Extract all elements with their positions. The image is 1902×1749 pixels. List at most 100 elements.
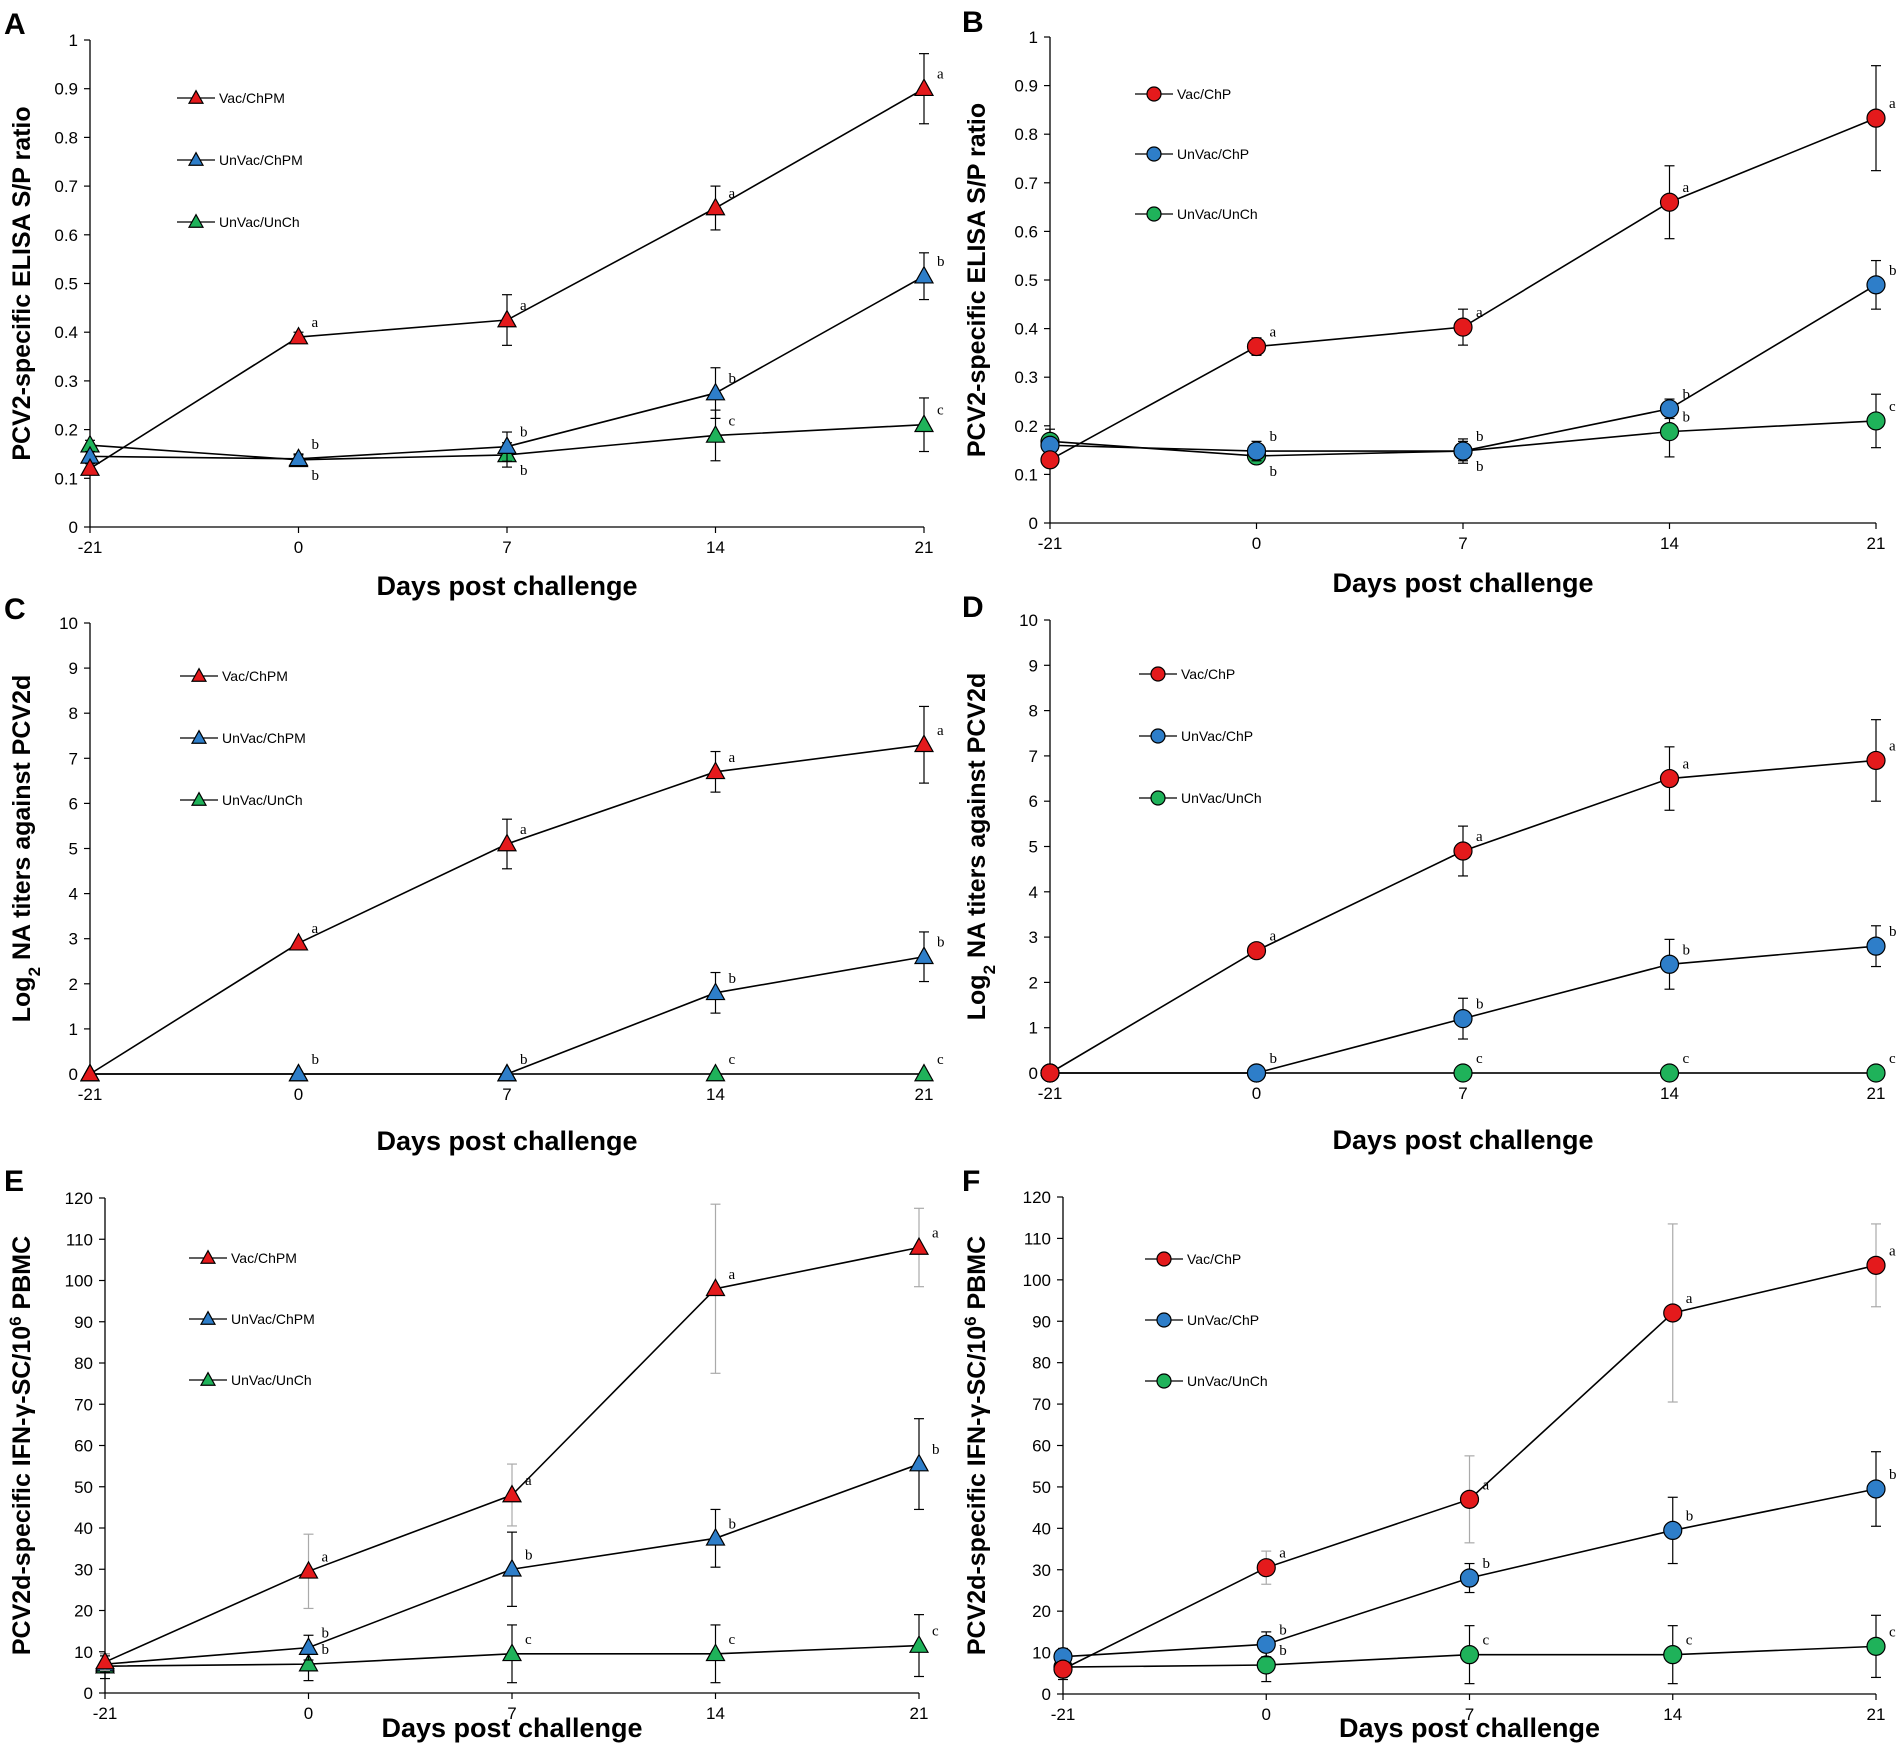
y-tick-label: 0.1: [1014, 465, 1038, 484]
series-line: [1049, 117, 1877, 461]
y-tick-label: 90: [1032, 1312, 1051, 1331]
data-point: [1866, 1479, 1886, 1499]
data-point: [1659, 399, 1680, 419]
y-tick-label: 10: [1032, 1644, 1051, 1663]
significance-label: c: [1483, 1633, 1490, 1649]
data-point: [501, 1643, 523, 1662]
significance-label: a: [1889, 96, 1896, 112]
legend-marker: [187, 151, 205, 166]
data-point: [79, 457, 101, 476]
significance-label: b: [520, 463, 528, 479]
data-point: [501, 1558, 523, 1577]
significance-label: b: [729, 1516, 737, 1532]
legend-marker: [199, 1310, 217, 1325]
significance-label: b: [322, 1626, 330, 1642]
data-point: [496, 833, 518, 852]
significance-label: b: [1279, 1622, 1287, 1638]
series-line: [89, 743, 925, 1075]
significance-label: a: [1683, 757, 1690, 773]
y-tick-label: 8: [1029, 702, 1038, 721]
y-tick-label: 0.6: [1014, 222, 1038, 241]
x-tick-label: 7: [1458, 1084, 1467, 1103]
legend-entry: Vac/ChP: [1181, 666, 1235, 682]
y-tick-label: 70: [74, 1395, 93, 1414]
x-tick-label: 7: [507, 1704, 516, 1723]
y-tick-label: 0.9: [1014, 77, 1038, 96]
x-tick-label: 14: [1663, 1705, 1682, 1724]
legend-marker: [187, 213, 205, 228]
y-tick-label: 20: [74, 1602, 93, 1621]
significance-label: a: [312, 315, 319, 331]
x-tick-label: 0: [1252, 1084, 1261, 1103]
series-vac-chpm: a a a a: [94, 1203, 939, 1671]
significance-label: c: [937, 403, 944, 419]
significance-label: a: [1270, 929, 1277, 945]
series-line: [90, 955, 925, 1075]
data-point: [288, 932, 309, 951]
y-tick-label: 70: [1032, 1395, 1051, 1414]
y-tick-label: 20: [1032, 1602, 1051, 1621]
significance-label: a: [729, 186, 736, 202]
y-tick-label: 50: [1032, 1478, 1051, 1497]
legend-marker: [199, 1249, 217, 1264]
legend-entry: UnVac/UnCh: [1187, 1373, 1268, 1389]
data-point: [913, 946, 935, 965]
significance-label: a: [932, 1226, 939, 1242]
x-tick-label: -21: [1038, 534, 1063, 553]
significance-label: b: [525, 1547, 533, 1563]
data-point: [1256, 1655, 1276, 1675]
significance-label: a: [1683, 180, 1690, 196]
data-point: [1459, 1645, 1480, 1665]
y-axis-label: Log2 NA titers against PCV2d: [963, 673, 999, 1021]
data-point: [1659, 768, 1680, 789]
data-point: [1866, 411, 1886, 431]
y-tick-label: 0.5: [54, 275, 78, 294]
significance-label: a: [1483, 1477, 1490, 1493]
x-axis-label: Days post challenge: [376, 571, 637, 601]
significance-label: a: [525, 1473, 532, 1489]
x-tick-label: 0: [294, 1085, 303, 1104]
x-tick-label: 7: [502, 538, 511, 557]
data-point: [288, 448, 309, 467]
y-tick-label: 120: [1023, 1188, 1051, 1207]
x-tick-label: 21: [1867, 1084, 1886, 1103]
legend-marker: [190, 729, 208, 744]
x-tick-label: 7: [502, 1085, 511, 1104]
legend-entry: UnVac/UnCh: [1181, 790, 1262, 806]
y-axis-label: PCV2d-specific IFN-γ-SC/106 PBMC: [961, 1236, 992, 1655]
data-point: [1659, 422, 1680, 442]
significance-label: b: [1683, 387, 1691, 403]
x-tick-label: 14: [1660, 1084, 1679, 1103]
legend-marker: [1146, 86, 1162, 102]
significance-label: b: [937, 254, 945, 270]
data-point: [913, 1063, 935, 1082]
series-vac-chp: a a a a: [1040, 65, 1896, 470]
x-tick-label: -21: [78, 1085, 103, 1104]
series-unvac-chpm: bb: [79, 931, 945, 1082]
significance-label: b: [1270, 464, 1278, 480]
y-tick-label: 0.6: [54, 226, 78, 245]
y-tick-label: 0: [1029, 514, 1038, 533]
y-tick-label: 80: [1032, 1354, 1051, 1373]
significance-label: c: [1476, 1051, 1483, 1067]
significance-label: b: [1476, 459, 1484, 475]
data-point: [913, 265, 935, 284]
significance-label: b: [1270, 1051, 1278, 1067]
y-tick-label: 1: [1029, 1019, 1038, 1038]
x-axis-label: Days post challenge: [1339, 1713, 1600, 1743]
y-tick-label: 7: [69, 749, 78, 768]
y-tick-label: 9: [1029, 656, 1038, 675]
y-tick-label: 8: [69, 704, 78, 723]
data-point: [501, 1484, 523, 1503]
y-tick-label: 0: [69, 1065, 78, 1084]
legend-entry: UnVac/UnCh: [1177, 206, 1258, 222]
y-tick-label: 0.4: [54, 323, 78, 342]
x-tick-label: 14: [706, 538, 725, 557]
y-tick-label: 60: [1032, 1437, 1051, 1456]
significance-label: b: [312, 468, 320, 484]
y-tick-label: 0: [69, 518, 78, 537]
